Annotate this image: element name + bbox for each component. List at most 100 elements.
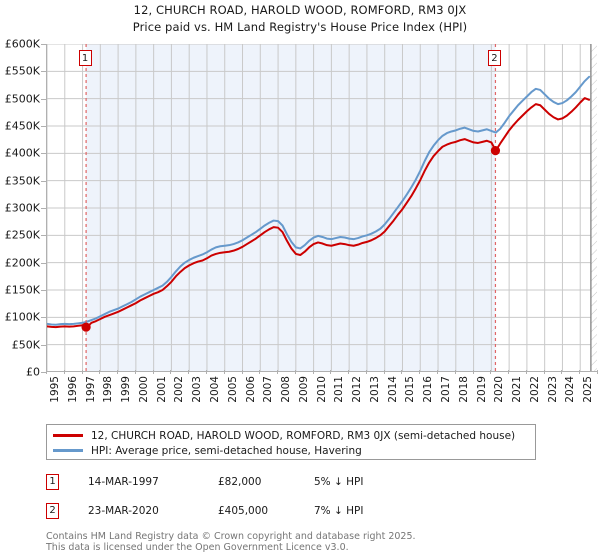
x-axis-tick — [277, 370, 279, 374]
series-lines — [47, 75, 591, 329]
x-axis-tick-label: 2014 — [386, 376, 399, 403]
x-axis-tick-label: 2016 — [422, 376, 435, 403]
x-axis: 1995 1996 1997 1998 1999 2000 2001 2002 2003 2004… — [46, 370, 598, 416]
y-axis-tick — [41, 153, 46, 155]
plot-area — [46, 44, 597, 372]
attribution-line-1: Contains HM Land Registry data © Crown c… — [46, 531, 416, 542]
x-axis-tick — [437, 370, 439, 374]
x-axis-tick — [508, 370, 510, 374]
x-axis-tick — [63, 370, 65, 374]
x-axis-tick — [490, 370, 492, 374]
legend-item-property: 12, CHURCH ROAD, HAROLD WOOD, ROMFORD, R… — [53, 429, 529, 442]
x-axis-tick-label: 2002 — [173, 376, 186, 403]
x-axis-tick-label: 1997 — [84, 376, 97, 403]
x-axis-tick-label: 2020 — [493, 376, 506, 403]
x-axis-tick-label: 2006 — [244, 376, 257, 403]
x-axis-tick-label: 1999 — [120, 376, 133, 403]
x-axis-tick — [259, 370, 261, 374]
x-axis-tick — [223, 370, 225, 374]
x-axis-tick — [294, 370, 296, 374]
x-axis-tick — [348, 370, 350, 374]
transaction-hpi-delta: 7% ↓ HPI — [314, 505, 364, 517]
x-axis-tick — [134, 370, 136, 374]
x-axis-tick — [454, 370, 456, 374]
x-axis-tick-label: 2024 — [564, 376, 577, 403]
x-axis-tick — [99, 370, 101, 374]
chart-legend: 12, CHURCH ROAD, HAROLD WOOD, ROMFORD, R… — [46, 424, 536, 460]
y-axis-tick — [41, 290, 46, 291]
y-axis-tick-label: £150K — [4, 283, 40, 297]
x-axis-tick-label: 2022 — [528, 376, 541, 403]
y-axis-tick-label: £200K — [4, 256, 40, 270]
x-axis-tick — [117, 370, 119, 374]
no-data-hatch — [590, 44, 597, 371]
y-axis-tick — [41, 126, 46, 127]
transaction-date: 14-MAR-1997 — [88, 476, 159, 488]
attribution-footer: Contains HM Land Registry data © Crown c… — [46, 531, 586, 553]
y-axis-tick — [41, 208, 46, 209]
title-line-1: 12, CHURCH ROAD, HAROLD WOOD, ROMFORD, R… — [133, 3, 467, 17]
x-axis-tick-label: 2003 — [191, 376, 204, 403]
y-axis-tick-label: £600K — [4, 37, 40, 51]
transaction-price: £82,000 — [218, 476, 262, 488]
x-axis-tick-label: 2015 — [404, 376, 417, 403]
x-axis-tick-label: 2004 — [208, 376, 221, 403]
y-axis-tick-label: £550K — [4, 64, 40, 78]
event-marker-badge: 2 — [487, 49, 501, 66]
transaction-price: £405,000 — [218, 505, 269, 517]
x-axis-tick — [579, 370, 581, 374]
x-axis-tick — [81, 370, 83, 374]
legend-swatch-property — [53, 434, 83, 437]
x-axis-tick-label: 2000 — [137, 376, 150, 403]
x-axis-tick — [401, 370, 403, 374]
legend-item-hpi: HPI: Average price, semi-detached house,… — [53, 444, 529, 457]
x-axis-tick-label: 2011 — [333, 376, 346, 403]
y-axis-tick — [41, 71, 46, 73]
x-axis-tick — [365, 370, 367, 374]
x-axis-tick — [561, 370, 563, 374]
x-axis-tick-label: 2023 — [546, 376, 559, 403]
y-axis: £0 £50K £100K £150K £200K £250K £300K £350K £400… — [0, 39, 46, 378]
event-marker-badge: 1 — [78, 49, 92, 66]
y-axis-tick-label: £400K — [4, 146, 40, 160]
y-axis-tick — [41, 235, 46, 237]
x-axis-tick-label: 2021 — [511, 376, 524, 403]
transaction-date: 23-MAR-2020 — [88, 505, 159, 517]
x-axis-tick — [241, 370, 243, 374]
legend-label-property: 12, CHURCH ROAD, HAROLD WOOD, ROMFORD, R… — [91, 429, 516, 442]
x-axis-tick — [152, 370, 154, 374]
x-axis-tick-label: 2005 — [226, 376, 239, 403]
y-axis-tick — [41, 317, 46, 319]
chart-area: £0 £50K £100K £150K £200K £250K £300K £350K £400… — [0, 39, 598, 416]
x-axis-tick-label: 2013 — [368, 376, 381, 403]
x-axis-tick-label: 2012 — [351, 376, 364, 403]
transaction-index-badge: 1 — [46, 474, 59, 490]
y-axis-tick-label: £500K — [4, 92, 40, 106]
y-axis-tick-label: £100K — [4, 310, 40, 324]
x-axis-tick-label: 1998 — [102, 376, 115, 403]
x-axis-tick — [205, 370, 207, 374]
y-axis-tick-label: £250K — [4, 228, 40, 242]
x-axis-tick — [188, 370, 190, 374]
x-axis-tick-label: 2007 — [262, 376, 275, 403]
transaction-hpi-delta: 5% ↓ HPI — [314, 476, 364, 488]
x-axis-tick — [472, 370, 474, 374]
x-axis-tick-label: 2019 — [475, 376, 488, 403]
x-axis-tick-label: 1996 — [66, 376, 79, 403]
x-axis-tick — [312, 370, 314, 374]
transaction-index-badge: 2 — [46, 503, 59, 519]
y-axis-tick — [41, 262, 46, 264]
y-axis-tick-label: £300K — [4, 201, 40, 215]
event-points — [81, 146, 501, 332]
x-axis-tick-label: 2008 — [280, 376, 293, 403]
x-axis-tick — [46, 370, 47, 374]
transaction-row: 1 14-MAR-1997 £82,000 5% ↓ HPI — [46, 474, 566, 492]
x-axis-tick — [419, 370, 421, 374]
event-vlines — [85, 44, 497, 371]
transaction-row: 2 23-MAR-2020 £405,000 7% ↓ HPI — [46, 503, 566, 521]
x-axis-tick-label: 2017 — [440, 376, 453, 403]
x-axis-tick — [170, 370, 172, 374]
attribution-line-2: This data is licensed under the Open Gov… — [46, 542, 349, 553]
grid-lines — [47, 44, 597, 371]
y-axis-tick — [41, 180, 46, 182]
